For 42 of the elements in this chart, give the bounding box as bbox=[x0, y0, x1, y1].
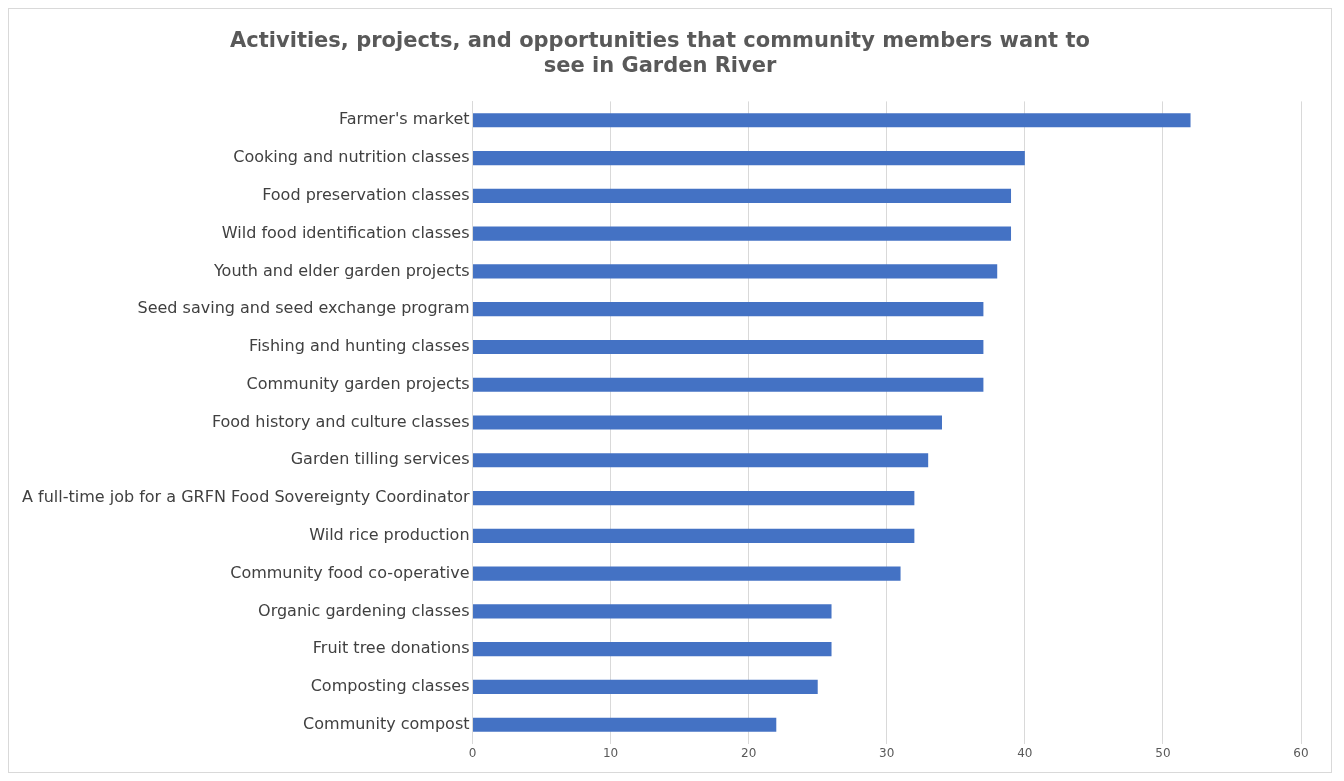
bar bbox=[473, 566, 901, 581]
y-tick-label: Community garden projects bbox=[246, 373, 470, 393]
y-tick-label: Wild rice production bbox=[309, 524, 470, 544]
bar bbox=[473, 717, 777, 732]
y-tick-label: Cooking and nutrition classes bbox=[233, 147, 470, 167]
chart-title: Activities, projects, and opportunities that community members want to see in Garden River bbox=[230, 28, 1090, 78]
y-tick-label: Community compost bbox=[303, 713, 470, 733]
x-tick-label: 60 bbox=[1293, 745, 1309, 760]
y-tick-label: Youth and elder garden projects bbox=[212, 260, 470, 280]
y-tick-label: Food preservation classes bbox=[262, 185, 470, 204]
bar bbox=[473, 377, 984, 392]
y-tick-label: Garden tilling services bbox=[290, 449, 470, 469]
bar bbox=[473, 642, 832, 657]
bar bbox=[473, 453, 929, 468]
x-tick-label: 0 bbox=[468, 745, 477, 760]
x-tick-label: 30 bbox=[879, 745, 895, 760]
x-tick-label: 10 bbox=[602, 745, 619, 760]
bar bbox=[473, 302, 984, 317]
y-tick-label: Food history and culture classes bbox=[211, 411, 470, 431]
y-tick-label: Community food co-operative bbox=[230, 562, 470, 582]
y-tick-label: Organic gardening classes bbox=[258, 600, 470, 620]
x-tick-label: 40 bbox=[1017, 745, 1033, 760]
bar bbox=[473, 188, 1012, 203]
y-tick-label: Composting classes bbox=[310, 676, 470, 696]
bar bbox=[473, 604, 832, 619]
bar bbox=[473, 679, 818, 695]
bar bbox=[473, 339, 984, 355]
bar bbox=[473, 113, 1191, 128]
y-tick-label: Fruit tree donations bbox=[312, 638, 470, 658]
y-tick-label: Farmer's market bbox=[339, 109, 470, 129]
y-tick-label: A full-time job for a GRFN Food Sovereignty Coordinator bbox=[22, 487, 470, 507]
bar bbox=[473, 150, 1025, 166]
x-tick-label: 50 bbox=[1155, 745, 1171, 760]
bar bbox=[473, 264, 998, 279]
bar bbox=[473, 490, 915, 506]
bar bbox=[473, 528, 915, 543]
y-tick-label: Wild food identification classes bbox=[221, 222, 470, 242]
y-tick-label: Seed saving and seed exchange program bbox=[137, 298, 470, 318]
bar bbox=[473, 415, 942, 430]
x-tick-label: 20 bbox=[741, 745, 757, 760]
bar bbox=[473, 226, 1012, 241]
y-tick-label: Fishing and hunting classes bbox=[249, 336, 470, 356]
